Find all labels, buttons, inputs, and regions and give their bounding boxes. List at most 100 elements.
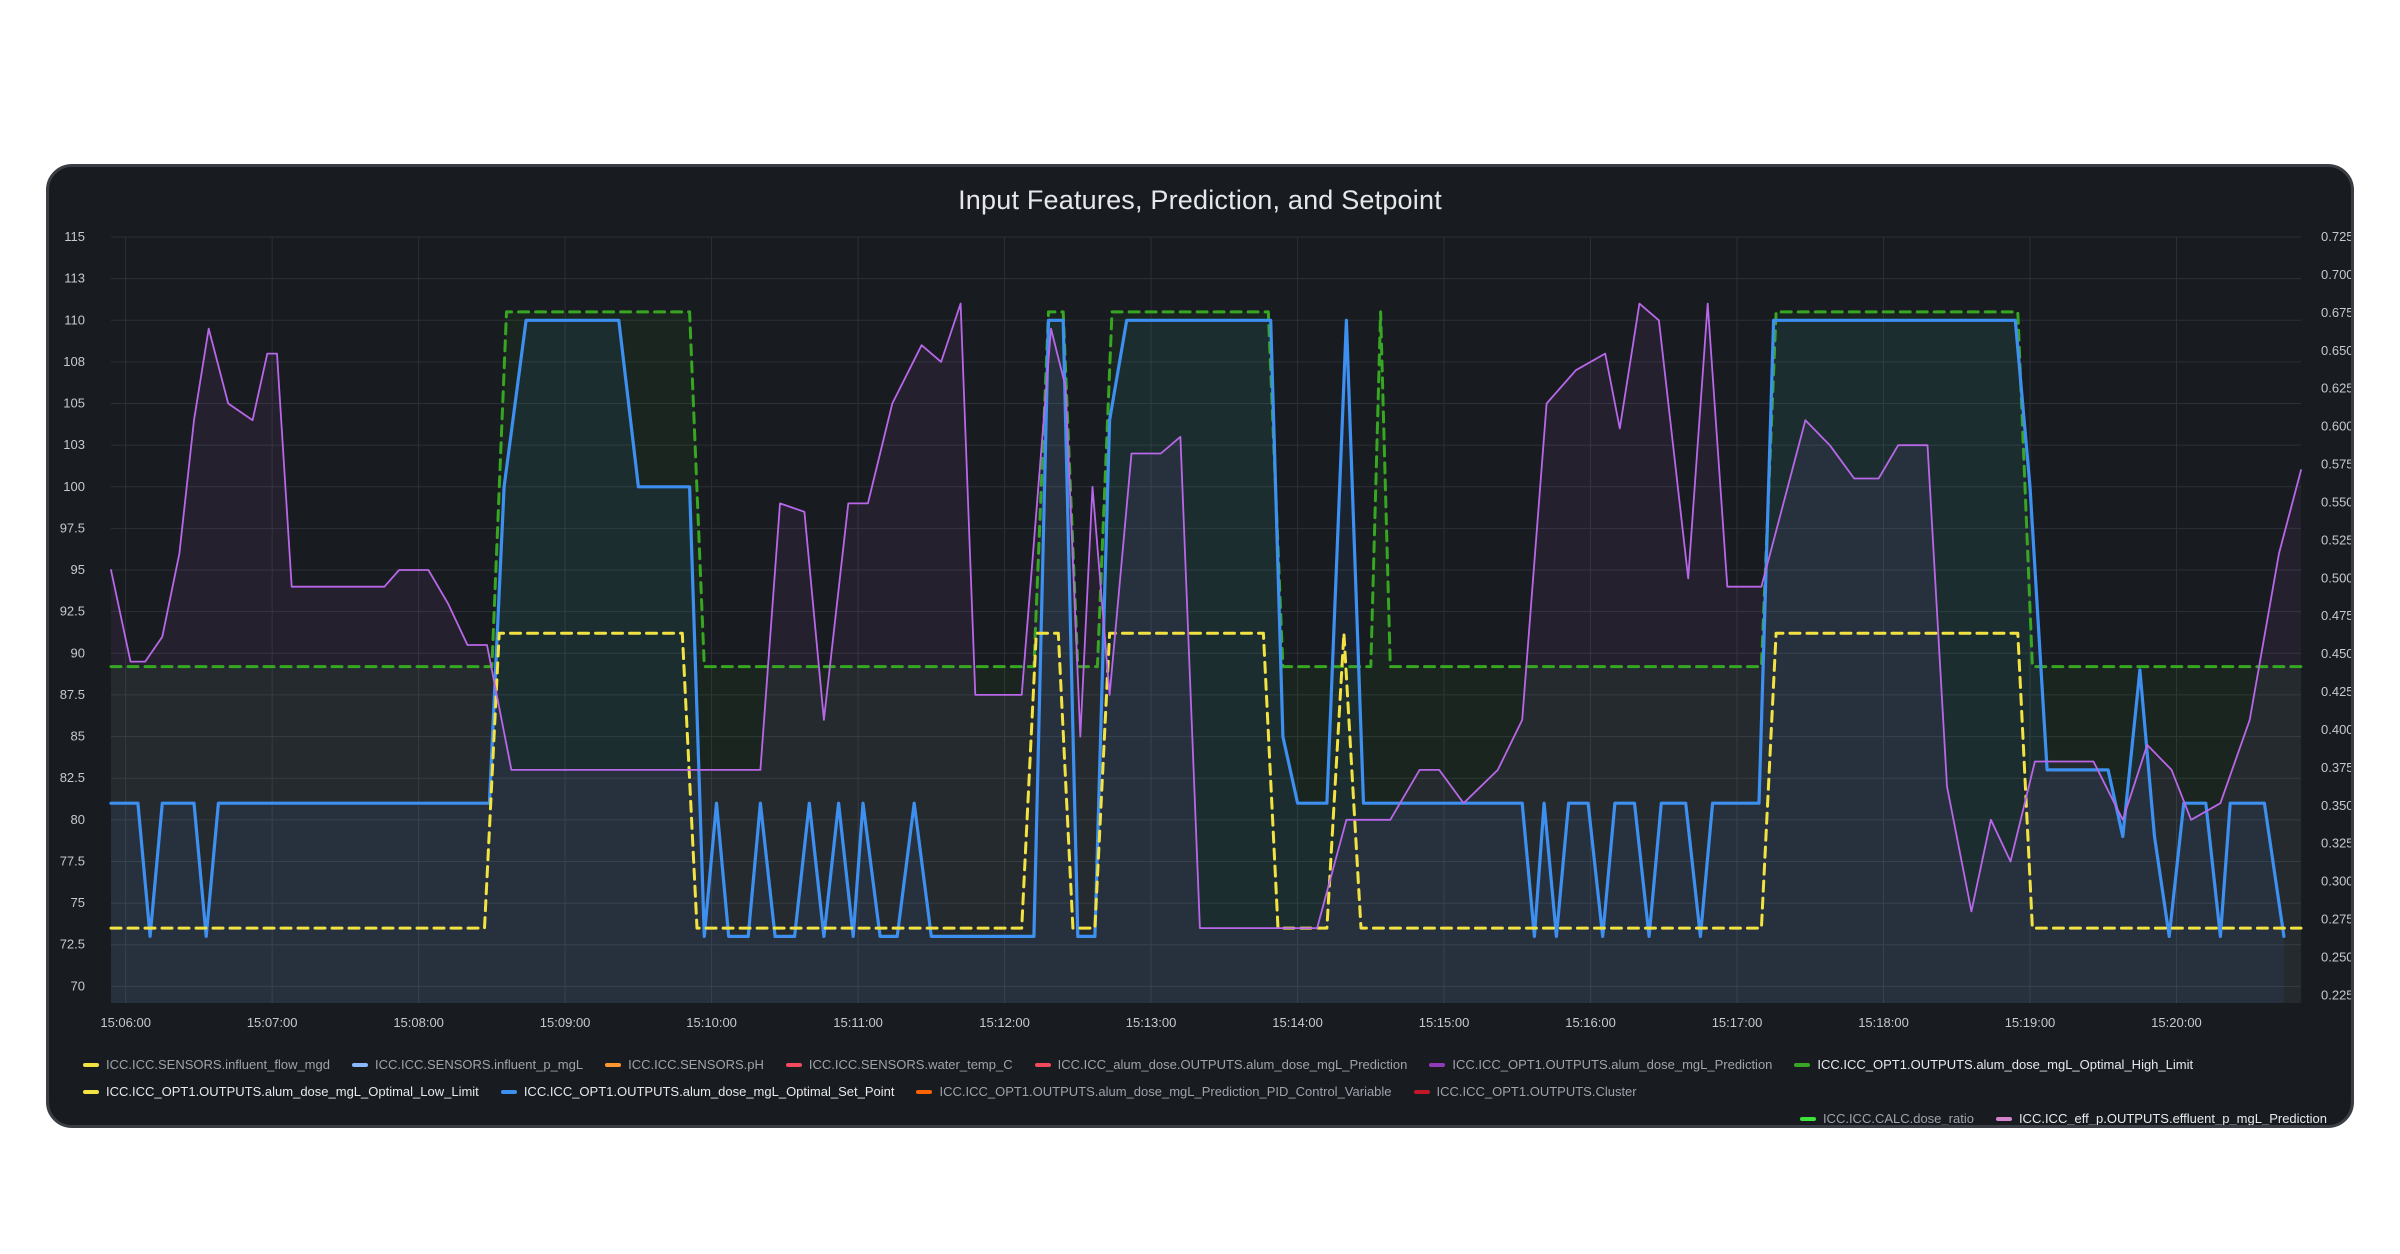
legend-item[interactable]: ICC.ICC.SENSORS.influent_p_mgL	[351, 1057, 584, 1072]
x-tick-label: 15:20:00	[2151, 1015, 2202, 1030]
legend-swatch	[1799, 1116, 1816, 1121]
y-right-tick-label: 0.575	[2321, 457, 2351, 472]
y-right-tick-label: 0.500	[2321, 570, 2351, 585]
legend-label: ICC.ICC_OPT1.OUTPUTS.alum_dose_mgL_Predi…	[1452, 1057, 1773, 1072]
x-tick-label: 15:18:00	[1858, 1015, 1909, 1030]
grid	[111, 236, 2301, 1003]
legend-swatch	[1794, 1062, 1811, 1067]
legend-row: ICC.ICC.SENSORS.influent_flow_mgd ICC.ICC…	[83, 1057, 2193, 1072]
y-left-tick-label: 113	[64, 271, 85, 286]
y-left-tick-label: 105	[63, 396, 85, 411]
series-lines	[109, 302, 2303, 938]
legend-row: ICC.ICC_OPT1.OUTPUTS.alum_dose_mgL_Optim…	[83, 1084, 1637, 1099]
legend-swatch	[83, 1089, 99, 1094]
x-axis: 15:06:00 15:07:00 15:08:00 15:09:00 15:10:00…	[100, 1015, 2201, 1030]
legend-label: ICC.ICC.SENSORS.influent_p_mgL	[374, 1057, 584, 1072]
legend-swatch	[1034, 1062, 1051, 1067]
y-axis-left: 115 113 110 108 105 103 100 97.5 95 92.5 90 87.5 85 8…	[60, 229, 85, 993]
series-areas	[111, 303, 2301, 1004]
y-right-tick-label: 0.400	[2321, 722, 2351, 737]
y-left-tick-label: 110	[64, 312, 85, 327]
y-left-tick-label: 87.5	[60, 687, 85, 702]
legend-item[interactable]: ICC.ICC_OPT1.OUTPUTS.alum_dose_mgL_Predi…	[1429, 1057, 1772, 1072]
y-left-tick-label: 70	[71, 978, 85, 993]
legend-swatch	[1413, 1089, 1430, 1094]
y-right-tick-label: 0.650	[2321, 343, 2351, 358]
x-tick-label: 15:11:00	[833, 1015, 883, 1030]
legend-label: ICC.ICC.SENSORS.influent_flow_mgd	[106, 1057, 330, 1072]
legend-swatch	[83, 1062, 99, 1067]
legend-label: ICC.ICC.SENSORS.pH	[628, 1057, 764, 1072]
y-right-tick-label: 0.600	[2321, 419, 2351, 434]
legend-label: ICC.ICC_OPT1.OUTPUTS.alum_dose_mgL_Optim…	[523, 1084, 895, 1099]
x-tick-label: 15:10:00	[686, 1015, 737, 1030]
legend-swatch	[1429, 1062, 1446, 1067]
legend-swatch	[785, 1062, 802, 1067]
y-left-tick-label: 100	[63, 479, 85, 494]
y-left-tick-label: 90	[71, 645, 85, 660]
series-line	[109, 631, 2303, 930]
x-tick-label: 15:14:00	[1272, 1015, 1323, 1030]
y-left-tick-label: 80	[71, 812, 85, 827]
chart-title: Input Features, Prediction, and Setpoint	[958, 185, 1442, 215]
x-tick-label: 15:09:00	[540, 1015, 591, 1030]
y-left-tick-label: 103	[63, 437, 85, 452]
y-right-tick-label: 0.675	[2321, 305, 2351, 320]
y-right-tick-label: 0.250	[2321, 949, 2351, 964]
chart-plot[interactable]: 115 113 110 108 105 103 100 97.5 95 92.5 90 87.5 85 8…	[49, 167, 2351, 1125]
x-tick-label: 15:17:00	[1712, 1015, 1763, 1030]
x-tick-label: 15:15:00	[1419, 1015, 1470, 1030]
y-right-tick-label: 0.225	[2321, 987, 2351, 1002]
y-left-tick-label: 72.5	[60, 937, 85, 952]
x-tick-label: 15:16:00	[1565, 1015, 1616, 1030]
legend-item[interactable]: ICC.ICC.SENSORS.influent_flow_mgd	[83, 1057, 330, 1072]
legend-item[interactable]: ICC.ICC_OPT1.OUTPUTS.Cluster	[1413, 1084, 1637, 1099]
x-tick-label: 15:12:00	[979, 1015, 1030, 1030]
series-line	[109, 318, 2286, 938]
legend-swatch	[1995, 1116, 2012, 1121]
y-right-tick-label: 0.700	[2321, 267, 2351, 282]
legend-label: ICC.ICC_eff_p.OUTPUTS.effluent_p_mgL_Pre…	[2018, 1111, 2327, 1126]
y-left-tick-label: 75	[71, 895, 85, 910]
legend-item[interactable]: ICC.ICC_OPT1.OUTPUTS.alum_dose_mgL_Optim…	[83, 1084, 479, 1099]
series-line	[110, 302, 2302, 929]
legend-item[interactable]: ICC.ICC_OPT1.OUTPUTS.alum_dose_mgL_Predi…	[916, 1084, 1392, 1099]
x-tick-label: 15:08:00	[393, 1015, 444, 1030]
y-right-tick-label: 0.275	[2321, 912, 2351, 927]
y-right-tick-label: 0.450	[2321, 646, 2351, 661]
legend-row: ICC.ICC.CALC.dose_ratio ICC.ICC_eff_p.OUT…	[1799, 1111, 2327, 1126]
legend-item[interactable]: ICC.ICC_OPT1.OUTPUTS.alum_dose_mgL_Optim…	[500, 1084, 895, 1099]
y-right-tick-label: 0.725	[2321, 229, 2351, 244]
x-tick-label: 15:13:00	[1126, 1015, 1177, 1030]
y-left-tick-label: 108	[63, 354, 85, 369]
y-right-tick-label: 0.375	[2321, 760, 2351, 775]
y-left-tick-label: 115	[64, 229, 85, 244]
legend-label: ICC.ICC_OPT1.OUTPUTS.alum_dose_mgL_Predi…	[939, 1084, 1392, 1099]
legend-item[interactable]: ICC.ICC_eff_p.OUTPUTS.effluent_p_mgL_Pre…	[1995, 1111, 2327, 1126]
y-axis-right: 0.725 0.700 0.675 0.650 0.625 0.600 0.575 0.550…	[2321, 229, 2351, 1002]
series-line	[109, 310, 2303, 669]
y-right-tick-label: 0.550	[2321, 494, 2351, 509]
legend-label: ICC.ICC.CALC.dose_ratio	[1822, 1111, 1974, 1126]
x-tick-label: 15:07:00	[247, 1015, 298, 1030]
series-area	[111, 320, 2284, 1003]
chart-panel: Input Features, Prediction, and Setpoint…	[46, 164, 2354, 1128]
y-left-tick-label: 97.5	[60, 520, 85, 535]
legend-item[interactable]: ICC.ICC.SENSORS.pH	[605, 1057, 764, 1072]
series-area	[111, 303, 2301, 1004]
y-right-tick-label: 0.425	[2321, 684, 2351, 699]
y-left-tick-label: 92.5	[60, 604, 85, 619]
legend-swatch	[351, 1062, 368, 1067]
y-right-tick-label: 0.475	[2321, 608, 2351, 623]
y-right-tick-label: 0.325	[2321, 836, 2351, 851]
y-right-tick-label: 0.525	[2321, 532, 2351, 547]
y-right-tick-label: 0.300	[2321, 874, 2351, 889]
legend-item[interactable]: ICC.ICC_alum_dose.OUTPUTS.alum_dose_mgL_…	[1034, 1057, 1407, 1072]
legend-item[interactable]: ICC.ICC.CALC.dose_ratio	[1799, 1111, 1974, 1126]
series-area	[111, 311, 2301, 1003]
y-left-tick-label: 77.5	[60, 853, 85, 868]
y-left-tick-label: 82.5	[60, 770, 85, 785]
legend-item[interactable]: ICC.ICC_OPT1.OUTPUTS.alum_dose_mgL_Optim…	[1794, 1057, 2193, 1072]
legend-item[interactable]: ICC.ICC.SENSORS.water_temp_C	[785, 1057, 1013, 1072]
x-tick-label: 15:19:00	[2005, 1015, 2056, 1030]
